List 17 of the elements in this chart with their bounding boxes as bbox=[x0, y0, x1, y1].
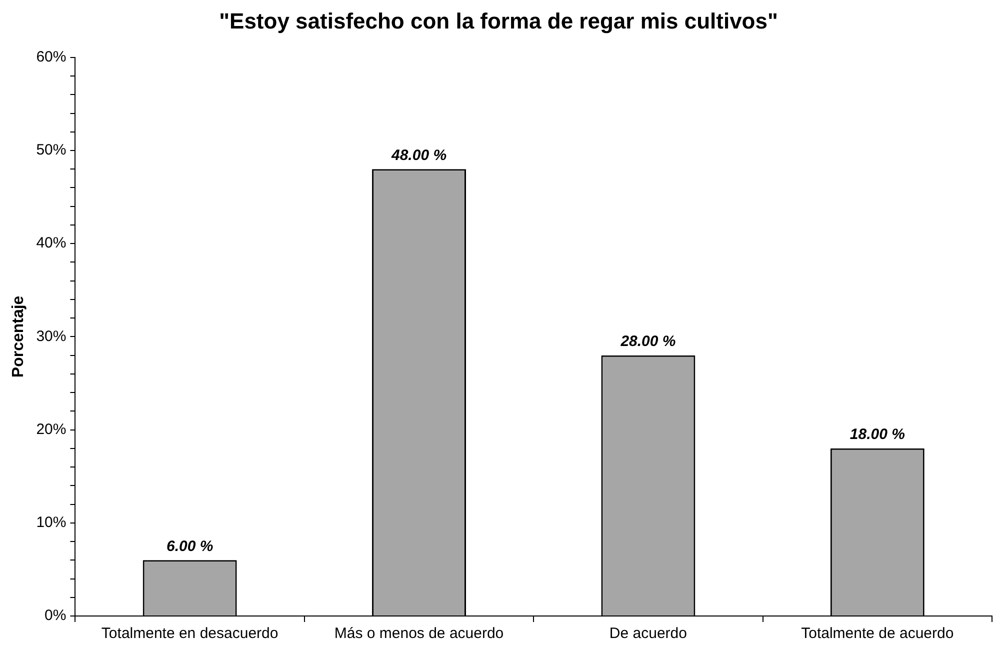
y-tick-label: 0% bbox=[44, 607, 66, 624]
y-tick-label: 60% bbox=[36, 48, 66, 66]
x-tick-label: Totalmente de acuerdo bbox=[801, 625, 954, 642]
y-tick-label: 20% bbox=[36, 420, 66, 438]
y-tick-label: 10% bbox=[36, 514, 66, 532]
y-axis-title: Porcentaje bbox=[10, 296, 28, 378]
x-tick-label: De acuerdo bbox=[609, 625, 687, 642]
chart-title: "Estoy satisfecho con la forma de regar mis cultivos" bbox=[219, 8, 778, 34]
data-label: 6.00 % bbox=[166, 538, 214, 555]
x-tick-label: Más o menos de acuerdo bbox=[334, 625, 504, 642]
y-tick-label: 50% bbox=[36, 142, 66, 159]
y-tick-label: 40% bbox=[36, 234, 66, 252]
data-label: 18.00 % bbox=[850, 426, 905, 444]
x-tick-label: Totalmente en desacuerdo bbox=[101, 625, 278, 642]
y-tick-label: 30% bbox=[36, 328, 66, 345]
data-label: 28.00 % bbox=[620, 332, 676, 350]
data-label: 48.00 % bbox=[390, 146, 447, 164]
